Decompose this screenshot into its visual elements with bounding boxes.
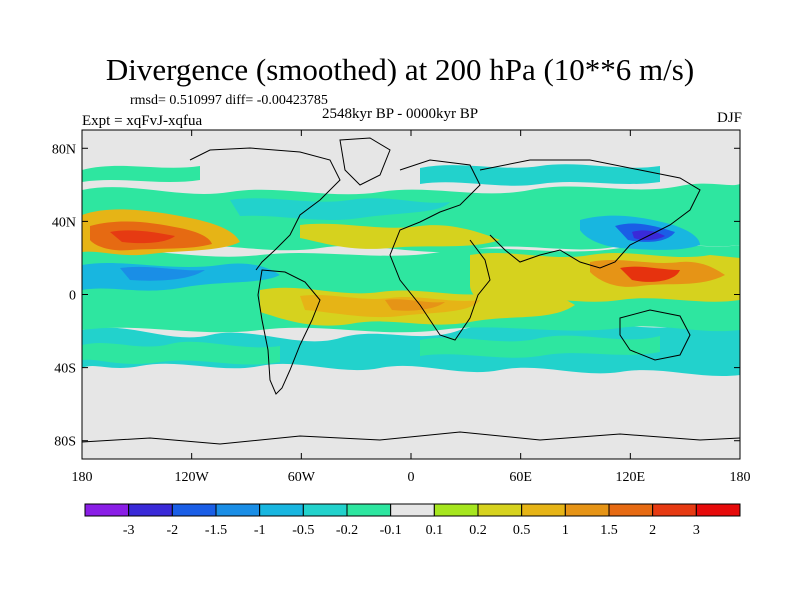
colorbar-label: -0.2: [336, 523, 358, 538]
colorbar-swatch: [302, 503, 348, 517]
colorbar-swatch: [521, 503, 566, 517]
colorbar-swatch: [128, 503, 173, 517]
colorbar-label: -3: [123, 523, 135, 538]
colorbar-label: 0.2: [469, 523, 487, 538]
y-tick-label: 0: [69, 289, 76, 304]
x-tick-label: 120W: [175, 470, 210, 485]
contour-arctic-green: [82, 165, 200, 182]
y-tick-label: 40N: [52, 215, 76, 230]
x-tick-label: 0: [408, 470, 415, 485]
colorbar-label: 2: [649, 523, 656, 538]
coastline-greenland: [339, 137, 391, 186]
colorbar-label: -2: [166, 523, 178, 538]
contour-indo-pacific-positive-peak: [620, 266, 680, 282]
colorbar-label: -0.5: [292, 523, 314, 538]
contour-central-pacific-negative-core: [120, 266, 205, 281]
contour-southern-belt-green: [420, 335, 660, 358]
rmsd-diff-stats: rmsd= 0.510997 diff= -0.00423785: [130, 93, 328, 108]
colorbar-swatch: [390, 503, 435, 517]
coastline-south-america: [257, 269, 321, 395]
colorbar-swatch: [564, 503, 610, 517]
y-tick-label: 80N: [52, 142, 76, 157]
x-tick-label: 120E: [616, 470, 646, 485]
colorbar-label: 3: [693, 523, 700, 538]
y-tick-label: 80S: [54, 435, 76, 450]
coastline-antarctica: [82, 431, 740, 445]
colorbar: -3 -2 -1.5 -1 -0.5 -0.2 -0.1 0.1 0.2 0.5 1 1.5 2 3: [84, 503, 741, 538]
contour-north-pacific-positive-peak: [110, 230, 175, 244]
colorbar-label: 1.5: [600, 523, 618, 538]
x-tick-label: 60W: [288, 470, 316, 485]
colorbar-label: 0.1: [426, 523, 444, 538]
y-tick-label: 40S: [54, 362, 76, 377]
colorbar-swatch: [171, 503, 217, 517]
colorbar-label: -0.1: [380, 523, 402, 538]
colorbar-swatch: [608, 503, 654, 517]
colorbar-swatch: [477, 503, 523, 517]
season-label: DJF: [716, 110, 742, 126]
colorbar-label: -1: [254, 523, 266, 538]
colorbar-swatch: [433, 503, 479, 517]
contour-northern-belt-cyan: [230, 198, 450, 220]
x-tick-label: 60E: [509, 470, 532, 485]
contour-fill-layer: [82, 137, 740, 445]
colorbar-swatch: [84, 503, 130, 517]
coastline-australia: [619, 309, 691, 361]
colorbar-swatch: [215, 503, 261, 517]
colorbar-label: -1.5: [205, 523, 227, 538]
colorbar-label: 1: [562, 523, 569, 538]
experiment-label: Expt = xqFvJ-xqfua: [82, 113, 203, 129]
coastline-asia: [479, 159, 701, 269]
contour-northern-belt-yellow: [300, 223, 500, 249]
coastline-europe-africa: [389, 159, 491, 341]
colorbar-swatch: [652, 503, 697, 517]
contour-south-atlantic-positive-core2: [385, 299, 445, 311]
colorbar-swatch: [695, 503, 741, 517]
x-tick-label: 180: [72, 470, 93, 485]
coastlines: [82, 137, 740, 445]
colorbar-swatch: [346, 503, 392, 517]
chart-title: Divergence (smoothed) at 200 hPa (10**6 …: [105, 52, 695, 87]
axis-layer: 180 120W 60W 0 60E 120E 180 80N 40N 0 40S 80S: [52, 130, 751, 485]
x-tick-label: 180: [730, 470, 751, 485]
contour-southern-belt-green: [82, 341, 280, 365]
colorbar-label: 0.5: [513, 523, 531, 538]
coastline-north-america: [189, 147, 341, 271]
colorbar-swatch: [259, 503, 304, 517]
period-label: 2548kyr BP - 0000kyr BP: [322, 106, 479, 122]
